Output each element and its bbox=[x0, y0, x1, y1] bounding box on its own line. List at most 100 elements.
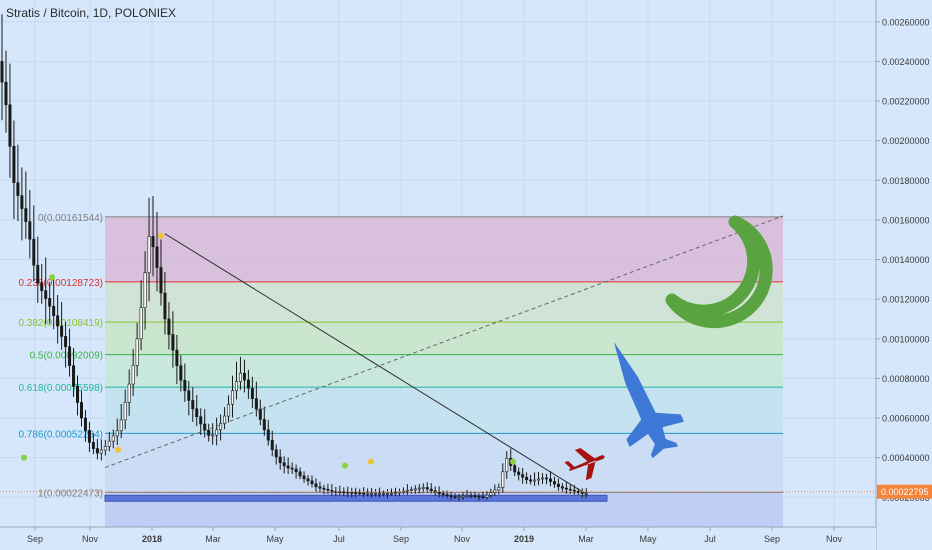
y-tick-label: 0.00080000 bbox=[882, 374, 930, 384]
candle-body bbox=[56, 315, 60, 327]
candle-body bbox=[203, 423, 207, 431]
candle-body bbox=[262, 419, 266, 431]
candle-body bbox=[378, 493, 382, 495]
candle-body bbox=[354, 492, 358, 494]
candle-body bbox=[227, 403, 231, 417]
candle-body bbox=[155, 246, 159, 268]
candle-body bbox=[560, 486, 564, 489]
y-tick-label: 0.00180000 bbox=[882, 176, 930, 186]
y-tick-label: 0.00160000 bbox=[882, 215, 930, 225]
candle-body bbox=[564, 487, 568, 490]
candle-body bbox=[314, 483, 318, 488]
candle-body bbox=[445, 494, 449, 496]
candle-body bbox=[72, 365, 76, 387]
candle-body bbox=[159, 267, 163, 294]
x-tick-label: Jul bbox=[704, 534, 716, 544]
candle-body bbox=[330, 490, 334, 492]
diagonal-dashed-line bbox=[104, 215, 784, 469]
candle-body bbox=[195, 408, 199, 418]
candle-body bbox=[231, 390, 235, 405]
candle-body bbox=[64, 336, 68, 348]
candle-body bbox=[457, 496, 461, 498]
candle-body bbox=[374, 493, 378, 495]
candle-body bbox=[513, 465, 517, 473]
x-tick-label: Sep bbox=[27, 534, 43, 544]
x-tick-label: Nov bbox=[826, 534, 843, 544]
candle-body bbox=[119, 419, 123, 432]
candle-body bbox=[91, 442, 95, 449]
candle-body bbox=[469, 495, 473, 497]
candle-body bbox=[429, 488, 433, 491]
candle-body bbox=[386, 493, 390, 495]
x-tick-label: Nov bbox=[454, 534, 471, 544]
x-tick-label: Mar bbox=[578, 534, 594, 544]
candle-body bbox=[417, 487, 421, 490]
candle-body bbox=[135, 338, 139, 366]
x-tick-label: 2018 bbox=[142, 534, 162, 544]
x-tick-label: Sep bbox=[393, 534, 409, 544]
candle-body bbox=[36, 264, 40, 284]
y-tick-label: 0.00200000 bbox=[882, 136, 930, 146]
candle-body bbox=[99, 449, 103, 454]
candle-body bbox=[537, 478, 541, 481]
candle-body bbox=[453, 496, 457, 499]
plane-icon bbox=[564, 447, 605, 481]
y-tick-label: 0.00220000 bbox=[882, 97, 930, 107]
candle-body bbox=[278, 456, 282, 464]
candle-body bbox=[409, 489, 413, 491]
rocket-body bbox=[613, 341, 685, 459]
fib-label: 0.618(0.00075598) bbox=[18, 383, 103, 394]
fib-band bbox=[105, 216, 783, 282]
chart-title: Stratis / Bitcoin, 1D, POLONIEX bbox=[6, 6, 177, 20]
candle-body bbox=[211, 434, 215, 437]
candle-body bbox=[505, 458, 509, 473]
candle-body bbox=[525, 476, 529, 481]
candle-body bbox=[393, 492, 397, 495]
last-price-badge: 0.00022795 bbox=[877, 484, 932, 499]
candle-body bbox=[40, 282, 44, 291]
candle-body bbox=[234, 381, 238, 392]
candle-body bbox=[151, 236, 155, 248]
plane-body bbox=[564, 447, 605, 481]
candle-body bbox=[413, 488, 417, 491]
fib-label: 0.382(0.00108419) bbox=[18, 318, 103, 329]
candle-body bbox=[405, 490, 409, 492]
candle-body bbox=[529, 479, 533, 482]
candle-body bbox=[334, 491, 338, 493]
trendline bbox=[164, 233, 586, 494]
candle-body bbox=[322, 487, 326, 490]
signal-marker bbox=[115, 446, 121, 453]
candle-body bbox=[83, 417, 87, 431]
candle-body bbox=[533, 479, 537, 482]
candle-body bbox=[449, 495, 453, 498]
candle-body bbox=[350, 492, 354, 494]
y-tick-label: 0.00140000 bbox=[882, 255, 930, 265]
candle-body bbox=[175, 349, 179, 366]
candle-body bbox=[477, 495, 481, 498]
candle-body bbox=[258, 408, 262, 420]
candle-body bbox=[568, 488, 572, 491]
candle-body bbox=[501, 471, 505, 488]
fib-band bbox=[105, 433, 783, 493]
y-tick-label: 0.00260000 bbox=[882, 17, 930, 27]
candle-body bbox=[465, 495, 469, 497]
x-axis: Sep Nov 2018 Mar May Jul Sep Nov 2019 Mar May Jul Se… bbox=[0, 526, 876, 550]
candle-body bbox=[584, 493, 588, 495]
candle-body bbox=[131, 365, 135, 385]
candle-body bbox=[326, 488, 330, 491]
signal-marker bbox=[510, 458, 516, 465]
candle-body bbox=[437, 491, 441, 494]
candle-body bbox=[103, 446, 107, 451]
candle-body bbox=[250, 388, 254, 399]
signal-marker bbox=[158, 232, 164, 239]
candle-body bbox=[219, 423, 223, 431]
candle-body bbox=[28, 221, 32, 240]
candle-body bbox=[191, 400, 195, 410]
candle-body bbox=[298, 471, 302, 477]
candle-body bbox=[147, 236, 151, 274]
x-axis-bg bbox=[0, 527, 876, 550]
candle-body bbox=[318, 486, 322, 489]
candle-body bbox=[123, 401, 127, 421]
candle-body bbox=[68, 346, 72, 366]
